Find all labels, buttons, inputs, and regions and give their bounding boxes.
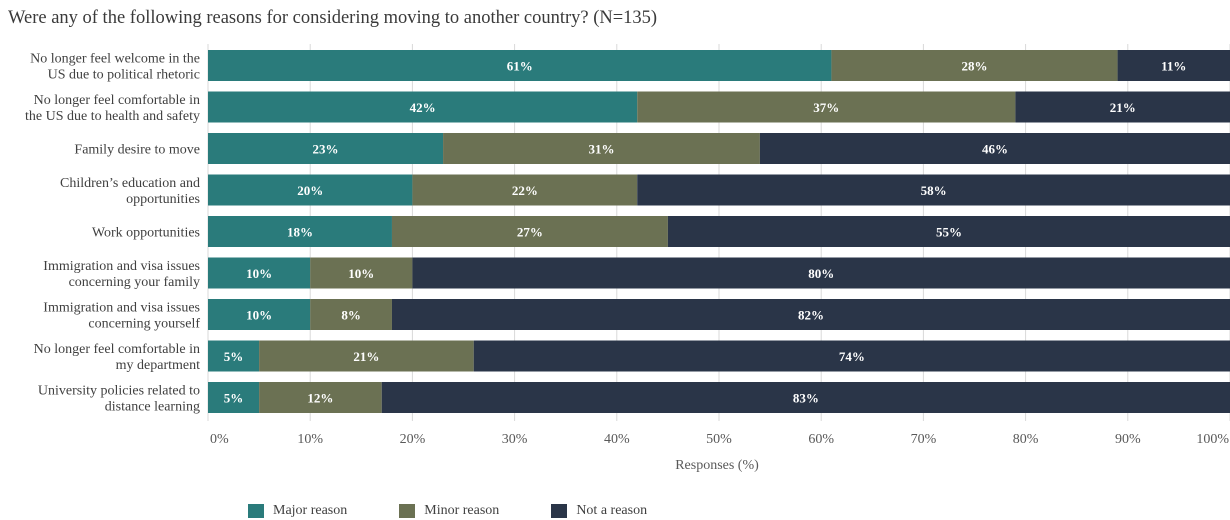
category-label: US due to political rhetoric <box>48 68 200 83</box>
data-label: 21% <box>1110 100 1136 115</box>
data-label: 10% <box>246 308 272 323</box>
category-label: Immigration and visa issues <box>43 301 200 316</box>
category-label: No longer feel comfortable in <box>34 342 200 357</box>
x-tick-label: 0% <box>210 432 229 447</box>
data-label: 11% <box>1161 59 1186 74</box>
x-tick-label: 90% <box>1115 432 1141 447</box>
bar-segment <box>208 340 260 372</box>
chart-title: Were any of the following reasons for co… <box>8 8 658 28</box>
bar-segment <box>208 299 311 330</box>
data-label: 5% <box>224 349 244 364</box>
bar-segment <box>208 174 413 206</box>
data-label: 8% <box>341 308 361 323</box>
bar-segment <box>1117 50 1230 81</box>
legend-label-major: Major reason <box>273 503 348 518</box>
category-label: distance learning <box>105 400 200 415</box>
category-label: opportunities <box>126 192 200 207</box>
legend-label-minor: Minor reason <box>424 503 500 518</box>
legend-swatch-major <box>248 504 264 518</box>
bar-segment <box>831 50 1118 81</box>
data-label: 12% <box>307 391 333 406</box>
category-label: No longer feel comfortable in <box>34 93 200 108</box>
category-label: my department <box>116 358 200 373</box>
bar-segment <box>759 133 1230 164</box>
legend-item-minor: Minor reason <box>399 503 499 519</box>
category-label: Family desire to move <box>74 143 200 158</box>
bar-segment <box>391 216 668 247</box>
x-tick-label: 100% <box>1196 432 1229 447</box>
bar-segment <box>208 216 392 247</box>
data-label: 46% <box>982 142 1008 157</box>
category-label: concerning yourself <box>88 317 200 332</box>
bar-segment <box>443 133 760 164</box>
x-tick-label: 70% <box>911 432 937 447</box>
data-label: 18% <box>287 225 313 240</box>
x-tick-label: 10% <box>297 432 323 447</box>
data-label: 83% <box>793 391 819 406</box>
category-label: Children’s education and <box>60 176 200 191</box>
category-label: Work opportunities <box>92 226 200 241</box>
category-label: Immigration and visa issues <box>43 259 200 274</box>
data-label: 10% <box>246 266 272 281</box>
data-label: 28% <box>962 59 988 74</box>
data-label: 80% <box>808 266 834 281</box>
data-label: 10% <box>348 266 374 281</box>
x-tick-label: 60% <box>808 432 834 447</box>
data-label: 20% <box>297 183 323 198</box>
category-label: No longer feel welcome in the <box>30 52 200 67</box>
bar-segment <box>412 257 1230 289</box>
bar-segment <box>208 91 638 123</box>
data-label: 82% <box>798 308 824 323</box>
data-label: 61% <box>507 59 533 74</box>
bar-segment <box>208 133 444 164</box>
data-label: 55% <box>936 225 962 240</box>
x-axis-title: Responses (%) <box>675 458 759 473</box>
bar-segment <box>208 257 311 289</box>
bar-segment <box>1015 91 1230 123</box>
data-label: 22% <box>512 183 538 198</box>
bar-segment <box>259 340 474 372</box>
data-label: 58% <box>921 183 947 198</box>
legend-swatch-minor <box>399 504 416 518</box>
data-label: 74% <box>839 349 865 364</box>
category-label: concerning your family <box>69 275 200 290</box>
bar-segment <box>310 257 413 289</box>
data-label: 42% <box>410 100 436 115</box>
legend-label-not: Not a reason <box>576 503 648 518</box>
data-label: 37% <box>813 100 839 115</box>
x-tick-label: 30% <box>502 432 528 447</box>
bar-segment <box>208 382 260 413</box>
x-tick-label: 20% <box>400 432 426 447</box>
bar-segment <box>208 50 832 81</box>
bar-segment <box>667 216 1230 247</box>
legend-swatch-not <box>551 504 568 518</box>
x-tick-label: 50% <box>706 432 732 447</box>
category-label: the US due to health and safety <box>25 109 200 124</box>
data-label: 21% <box>353 349 379 364</box>
legend-item-major: Major reason <box>248 503 347 519</box>
data-label: 31% <box>588 142 614 157</box>
bar-segment <box>473 340 1230 372</box>
bar-segment <box>310 299 392 330</box>
data-label: 27% <box>517 225 543 240</box>
bar-segment <box>391 299 1230 330</box>
category-label: University policies related to <box>38 384 200 399</box>
legend-item-not: Not a reason <box>551 503 647 519</box>
data-label: 23% <box>313 142 339 157</box>
chart-legend: Major reason Minor reason Not a reason <box>248 503 699 519</box>
x-tick-label: 80% <box>1013 432 1039 447</box>
bar-segment <box>637 91 1016 123</box>
bar-segment <box>259 382 382 413</box>
stacked-bar-chart: 61% 28% 11% No longer feel welcome in theUS… <box>25 44 1230 473</box>
bar-segment <box>637 174 1230 206</box>
x-tick-label: 40% <box>604 432 630 447</box>
bar-segment <box>412 174 638 206</box>
data-label: 5% <box>224 391 244 406</box>
bar-segment <box>381 382 1230 413</box>
